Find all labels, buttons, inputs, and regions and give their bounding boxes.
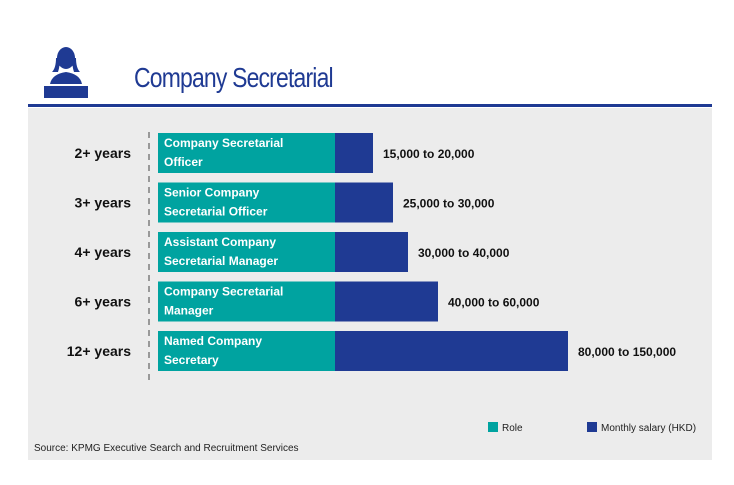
salary-value-label: 30,000 to 40,000 [418,246,510,260]
role-bar [158,232,335,272]
role-label: Secretary [164,353,219,367]
person-at-desk-icon [42,44,90,100]
role-label: Secretarial Officer [164,205,268,219]
salary-value-label: 15,000 to 20,000 [383,147,475,161]
salary-bar [335,133,373,173]
legend-label-role: Role [502,423,523,434]
role-bar [158,133,335,173]
role-bar [158,182,335,223]
experience-label: 4+ years [75,244,132,260]
role-label: Company Secretarial [164,136,283,150]
salary-bar [335,232,408,272]
legend-swatch-role [488,422,498,432]
legend-label-salary: Monthly salary (HKD) [601,423,696,434]
salary-bar [335,331,568,371]
salary-bar [335,281,438,322]
page-title: Company Secretarial [134,62,334,93]
role-label: Secretarial Manager [164,254,278,268]
role-label: Manager [164,304,214,318]
salary-bar [335,182,393,223]
salary-value-label: 25,000 to 30,000 [403,197,495,211]
salary-value-label: 40,000 to 60,000 [448,296,540,310]
experience-label: 12+ years [67,343,131,359]
header-rule [28,104,712,107]
role-label: Senior Company [164,186,260,200]
experience-label: 3+ years [75,195,132,211]
source-note: Source: KPMG Executive Search and Recrui… [34,443,299,454]
salary-value-label: 80,000 to 150,000 [578,345,676,359]
role-bar [158,331,335,371]
role-label: Officer [164,155,203,169]
role-label: Named Company [164,334,262,348]
experience-label: 2+ years [75,145,132,161]
role-label: Company Secretarial [164,285,283,299]
role-bar [158,281,335,322]
role-label: Assistant Company [164,235,276,249]
legend-swatch-salary [587,422,597,432]
experience-label: 6+ years [75,294,132,310]
